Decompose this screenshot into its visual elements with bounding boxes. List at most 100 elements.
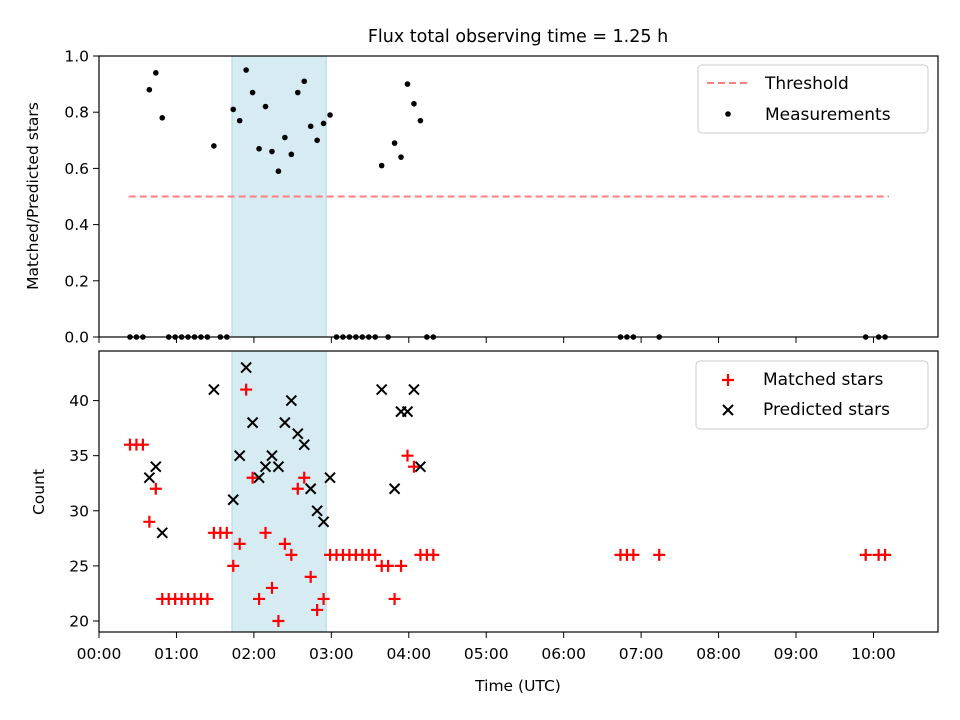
predicted-star-point — [233, 449, 246, 462]
measurement-point — [236, 117, 243, 124]
matched-star-point — [220, 526, 233, 539]
measurement-point — [243, 67, 249, 73]
predicted-star-point — [227, 494, 239, 506]
predicted-star-point — [298, 438, 310, 451]
y-tick-label: 30 — [69, 502, 89, 520]
measurement-point — [417, 117, 424, 124]
matched-star-point — [298, 471, 311, 484]
measurement-point — [327, 112, 333, 118]
matched-star-point — [227, 559, 240, 572]
legend-predicted-label: Predicted stars — [763, 400, 890, 420]
matched-star-point — [265, 581, 278, 594]
predicted-star-point — [253, 472, 265, 484]
matched-star-point — [291, 482, 304, 495]
measurement-point — [262, 103, 269, 110]
matched-star-point — [246, 471, 259, 484]
predicted-star-point — [150, 460, 162, 473]
measurement-point — [398, 154, 404, 160]
predicted-star-point — [208, 383, 220, 396]
matched-star-point — [278, 537, 291, 550]
predicted-star-point — [292, 427, 304, 440]
x-tick-label: 09:00 — [774, 645, 819, 663]
count-panel: 20 25 30 35 40 00:00 01:00 02:00 03:00 04:00 05:00… — [30, 350, 939, 695]
matched-star-point — [272, 614, 285, 627]
y-tick-label: 25 — [69, 557, 89, 575]
top-axes-frame — [98, 55, 939, 338]
y-tick-label: 1.0 — [64, 48, 89, 66]
legend-matched-marker — [722, 374, 734, 386]
matched-star-point — [653, 548, 666, 561]
measurement-point — [230, 106, 237, 113]
matched-star-point — [859, 548, 872, 561]
y-tick-label: 0.6 — [64, 160, 89, 178]
y-tick-label: 20 — [69, 612, 89, 630]
predicted-star-point — [311, 505, 323, 517]
predicted-star-point — [156, 527, 168, 539]
measurement-point — [282, 134, 288, 141]
matched-star-point — [136, 438, 149, 451]
predicted-star-point — [414, 460, 427, 473]
top-legend: Threshold Measurements — [697, 64, 929, 134]
matched-star-point — [311, 603, 324, 616]
measurement-point — [275, 168, 282, 175]
y-tick-label: 0.2 — [64, 272, 89, 290]
matched-star-point — [285, 548, 298, 561]
predicted-star-point — [324, 472, 336, 484]
bottom-axes-frame — [98, 350, 939, 633]
matched-star-point — [201, 592, 214, 605]
y-tick-label: 0.8 — [64, 104, 89, 122]
matched-star-point — [233, 537, 246, 550]
matched-star-point — [401, 449, 414, 462]
matched-star-point — [259, 526, 272, 539]
predicted-star-point — [388, 483, 401, 495]
matched-star-point — [369, 548, 382, 561]
ratio-panel: 0.0 0.2 0.4 0.6 0.8 1.0 Matched/Predicted sta… — [24, 48, 939, 347]
predicted-star-point — [408, 383, 420, 396]
matched-star-point — [240, 383, 253, 396]
predicted-star-point — [317, 516, 330, 528]
measurement-point — [249, 89, 256, 96]
chart-title: Flux total observing time = 1.25 h — [368, 27, 668, 47]
bottom-y-axis-label: Count — [30, 469, 48, 515]
predicted-star-point — [272, 460, 285, 473]
x-tick-label: 04:00 — [386, 645, 431, 663]
predicted-star-point — [240, 361, 252, 374]
matched-star-point — [427, 548, 440, 561]
legend-predicted-marker — [722, 404, 734, 416]
predicted-star-point — [401, 405, 414, 418]
legend-matched-label: Matched stars — [763, 370, 883, 390]
measurement-point — [294, 89, 301, 96]
predicted-star-point — [279, 416, 291, 429]
predicted-star-point — [266, 449, 278, 462]
x-tick-label: 08:00 — [696, 645, 741, 663]
matched-star-point — [149, 482, 162, 495]
matched-star-point — [253, 592, 266, 605]
measurement-point — [146, 86, 153, 93]
matched-star-point — [879, 548, 892, 561]
x-tick-label: 03:00 — [309, 645, 354, 663]
y-tick-label: 35 — [69, 447, 89, 465]
measurement-point — [211, 143, 217, 149]
measurement-point — [314, 137, 320, 144]
matched-star-point — [317, 592, 330, 605]
legend-measurements-label: Measurements — [765, 105, 891, 125]
predicted-star-point — [246, 416, 259, 429]
matched-star-point — [382, 559, 395, 572]
predicted-star-point — [375, 383, 388, 396]
x-tick-label: 06:00 — [541, 645, 586, 663]
measurement-point — [378, 162, 385, 169]
y-tick-label: 0.4 — [64, 216, 89, 234]
measurement-point — [404, 81, 411, 87]
measurement-point — [288, 151, 295, 158]
x-tick-label: 00:00 — [77, 645, 122, 663]
measurement-point — [301, 78, 308, 85]
matched-star-point — [143, 515, 156, 528]
predicted-star-point — [143, 472, 156, 484]
legend-measurements-marker — [725, 111, 731, 117]
measurement-point — [320, 120, 327, 127]
shaded-interval-bottom — [231, 350, 327, 633]
x-tick-label: 01:00 — [154, 645, 199, 663]
matched-star-point — [388, 592, 401, 605]
shaded-interval-top — [231, 55, 327, 338]
